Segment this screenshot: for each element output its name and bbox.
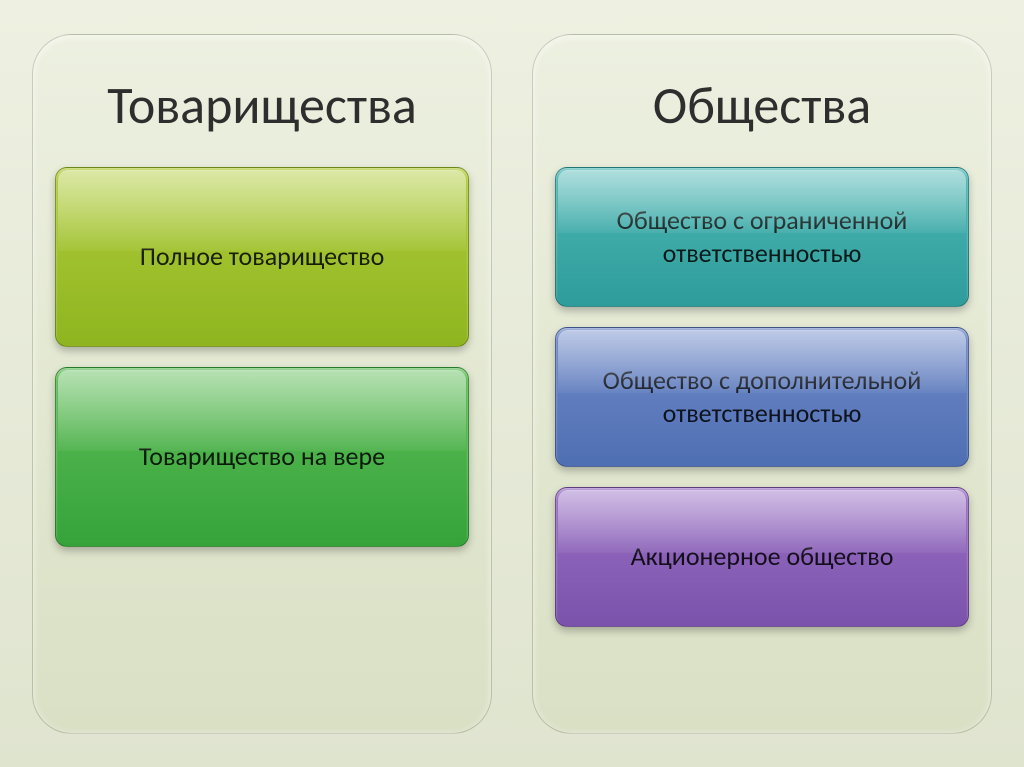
limited-liability-card: Общество с ограниченной ответственностью [555, 167, 969, 307]
joint-stock-card: Акционерное общество [555, 487, 969, 627]
card-label: Полное товарищество [140, 240, 385, 273]
additional-liability-card: Общество с дополнительной ответственност… [555, 327, 969, 467]
full-partnership-card: Полное товарищество [55, 167, 469, 347]
card-label: Общество с ограниченной ответственностью [576, 204, 948, 269]
card-label: Общество с дополнительной ответственност… [576, 364, 948, 429]
card-label: Товарищество на вере [139, 440, 385, 473]
companies-title: Общества [555, 73, 969, 137]
partnerships-title: Товарищества [55, 73, 469, 137]
partnerships-panel: Товарищества Полное товарищество Товарищ… [32, 34, 492, 734]
faith-partnership-card: Товарищество на вере [55, 367, 469, 547]
companies-panel: Общества Общество с ограниченной ответст… [532, 34, 992, 734]
card-label: Акционерное общество [631, 540, 894, 573]
